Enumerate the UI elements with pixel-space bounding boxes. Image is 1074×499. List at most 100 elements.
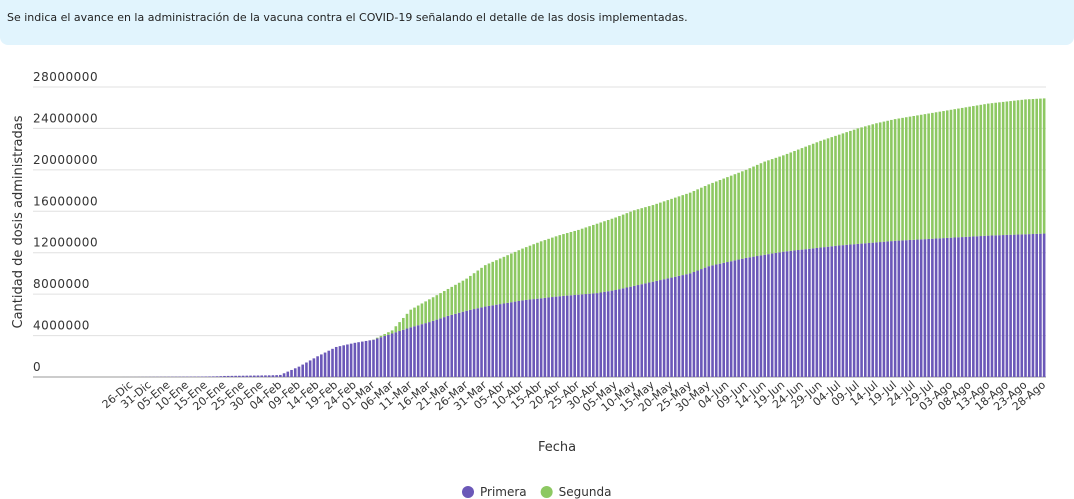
y-axis-title: Cantidad de dosis administradas [11,115,26,328]
bar-segment [342,345,345,377]
bar-segment [755,256,759,377]
bar-segment [692,190,696,272]
bar-segment [875,123,878,243]
bar-segment [938,238,942,377]
bar-segment [979,236,983,377]
bar-segment [834,135,837,246]
bar-segment [327,350,331,377]
bar-segment [815,142,819,248]
bar-segment [636,285,640,377]
bar-segment [714,264,718,377]
bar-segment [461,280,465,312]
bar-segment [320,354,323,377]
bar-segment [502,303,506,377]
legend-marker [462,486,474,498]
bar-segment [823,139,826,248]
bar-segment [528,299,532,377]
bar-segment [886,120,889,242]
bar-segment [610,290,614,377]
bar-segment [673,276,677,377]
bar-segment [554,296,558,377]
bar-segment [804,146,807,250]
bar-segment [428,299,431,323]
bar-segment [800,249,804,377]
bar-segment [301,364,305,377]
bar-segment [565,295,569,377]
bar-segment [849,130,852,245]
bar-segment [450,286,454,315]
bar-segment [688,273,692,377]
bar-segment [361,341,364,377]
bar-segment [584,294,588,377]
bar-segment [975,236,979,377]
bar-segment [644,207,647,284]
bar-segment [1035,98,1038,234]
bar-segment [536,242,539,299]
bar-segment [696,189,699,271]
bar-segment [845,132,848,245]
bar-segment [584,227,588,295]
bar-segment [1042,233,1046,377]
bar-segment [972,236,975,377]
bar-segment [789,152,793,251]
bar-segment [457,312,461,377]
bar-segment [901,117,904,241]
bar-segment [860,243,863,377]
bar-segment [662,201,666,280]
bar-segment [524,299,528,377]
bar-segment [413,307,416,327]
bar-segment [1013,100,1016,235]
bar-segment [1039,233,1042,377]
bar-segment [536,298,539,377]
bar-segment [819,140,822,248]
bar-segment [495,260,498,305]
bar-segment [744,169,748,258]
bar-segment [532,299,536,377]
bar-segment [793,151,796,251]
bar-segment [290,369,293,377]
bar-segment [677,275,681,377]
bar-segment [282,373,286,377]
bar-segment [249,375,252,377]
bar-segment [599,222,603,293]
bar-segment [353,342,357,377]
bar-segment [834,245,837,377]
bar-segment [483,265,487,307]
bar-segment [569,232,573,296]
bar-segment [1024,99,1027,235]
bar-segment [677,196,681,276]
bar-segment [1001,235,1005,377]
bar-segment [592,293,595,377]
bar-segment [666,200,670,279]
bar-segment [405,313,409,329]
bar-segment [904,240,908,377]
bar-segment [506,255,509,303]
bar-segment [1016,100,1020,235]
bar-segment [245,375,249,377]
bar-segment [949,109,953,238]
bar-segment [454,284,457,314]
bar-segment [890,119,893,242]
bar-segment [442,291,446,318]
bar-segment [931,238,934,377]
bar-segment [614,290,617,377]
bar-segment [375,338,379,377]
bar-segment [446,288,450,316]
bar-segment [532,244,536,300]
bar-segment [759,255,763,377]
bar-segment [610,218,614,291]
bar-segment [711,265,714,377]
bar-segment [558,235,562,297]
bar-segment [782,251,785,377]
bar-segment [722,178,726,263]
bar-segment [863,126,867,244]
bar-segment [252,375,256,377]
bar-segment [726,262,729,377]
bar-segment [651,205,655,282]
bar-segment [893,240,897,377]
bar-segment [804,249,807,377]
bar-segment [871,242,875,377]
bar-segment [375,337,379,339]
bar-segment [796,149,800,251]
